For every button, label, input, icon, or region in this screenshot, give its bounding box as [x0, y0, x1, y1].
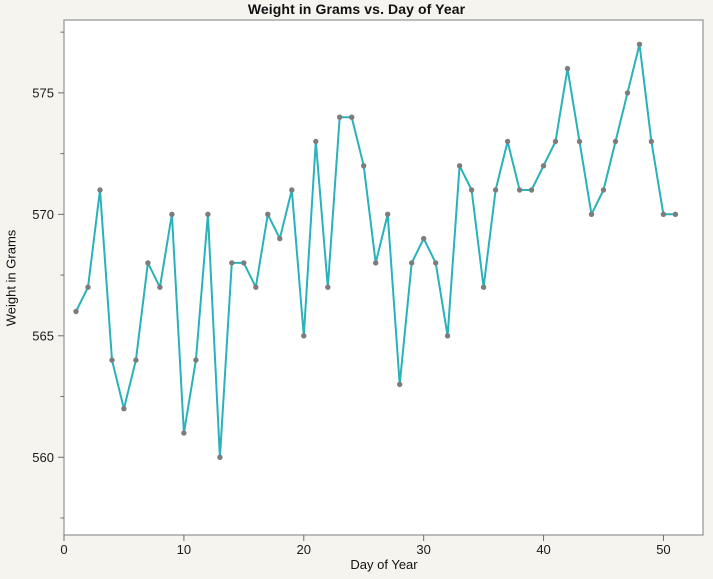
y-axis-label: Weight in Grams	[3, 229, 19, 327]
data-point	[157, 284, 163, 290]
data-point	[612, 138, 619, 145]
data-point	[504, 138, 511, 145]
y-tick-label: 560	[32, 450, 54, 465]
data-point	[588, 211, 595, 217]
data-point	[552, 138, 559, 145]
x-axis-label: Day of Year	[350, 557, 418, 572]
chart-title: Weight in Grams vs. Day of Year	[247, 1, 466, 17]
data-point	[241, 260, 247, 266]
data-point	[600, 187, 607, 193]
x-tick-label: 50	[656, 542, 670, 557]
data-point	[169, 211, 175, 217]
data-point	[265, 211, 271, 217]
data-point	[492, 187, 499, 193]
data-point	[624, 90, 631, 96]
data-point	[528, 187, 535, 193]
data-point	[253, 284, 259, 290]
data-point	[109, 357, 115, 363]
data-point	[277, 235, 283, 242]
data-point	[480, 284, 487, 290]
data-point	[516, 187, 523, 193]
data-point	[433, 260, 439, 266]
x-tick-label: 40	[536, 542, 550, 557]
data-point	[468, 187, 475, 193]
data-point	[205, 211, 211, 217]
data-point	[397, 381, 403, 388]
data-point	[145, 260, 151, 266]
data-point	[540, 163, 547, 169]
data-point	[456, 163, 463, 169]
data-point	[648, 138, 655, 145]
x-tick-label: 0	[60, 542, 67, 557]
data-point	[121, 406, 127, 412]
data-point	[73, 308, 79, 315]
data-point	[385, 211, 391, 217]
data-point	[301, 333, 307, 339]
data-point	[217, 454, 223, 460]
data-point	[193, 357, 199, 363]
data-point	[97, 187, 103, 193]
y-tick-label: 565	[32, 328, 54, 343]
data-point	[85, 284, 91, 290]
data-point	[133, 357, 139, 363]
data-point	[361, 163, 367, 169]
x-tick-label: 30	[416, 542, 430, 557]
x-tick-label: 10	[177, 542, 191, 557]
data-point	[289, 187, 295, 193]
data-point	[421, 235, 427, 242]
data-point	[564, 65, 571, 72]
data-point	[672, 211, 679, 217]
data-point	[337, 114, 343, 120]
data-point	[181, 430, 187, 436]
x-tick-label: 20	[297, 542, 311, 557]
data-point	[325, 284, 331, 290]
data-point	[660, 211, 667, 217]
plot-frame	[63, 19, 704, 536]
data-point	[349, 114, 355, 120]
data-point	[444, 333, 451, 339]
y-tick-label: 575	[32, 85, 54, 100]
data-point	[229, 260, 235, 266]
y-tick-label: 570	[32, 207, 54, 222]
data-point	[636, 41, 643, 47]
data-point	[576, 138, 583, 145]
data-point	[373, 260, 379, 266]
data-point	[409, 260, 415, 266]
data-point	[313, 138, 319, 145]
